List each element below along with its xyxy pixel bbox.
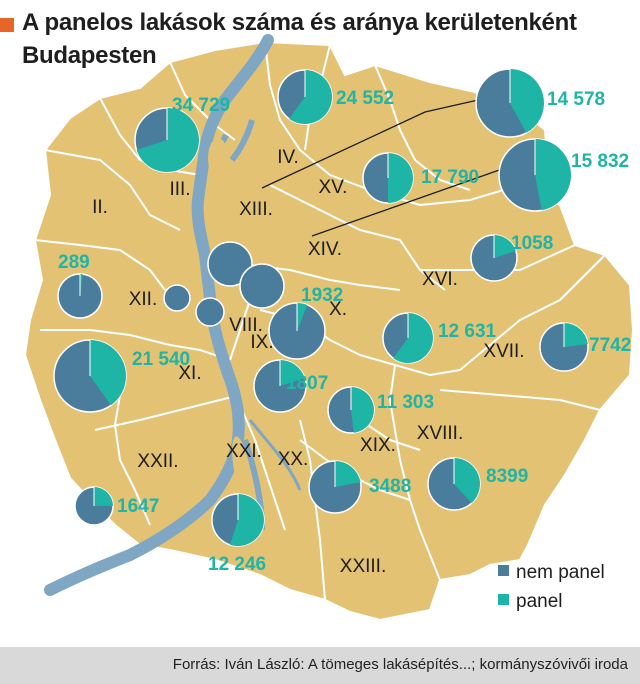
value-label: 21 540 bbox=[132, 349, 190, 370]
pie-slice-panel bbox=[80, 274, 83, 296]
pie-slice-panel bbox=[90, 340, 126, 406]
pie-slice-panel bbox=[136, 108, 200, 172]
pie-slice-nem-panel bbox=[207, 241, 253, 287]
district-label: VIII. bbox=[229, 315, 263, 336]
pie-xvi bbox=[470, 234, 518, 282]
pie-slice-panel bbox=[564, 323, 588, 347]
pie-viii bbox=[268, 302, 326, 360]
value-label: 12 631 bbox=[438, 321, 497, 342]
pie-xx bbox=[308, 460, 362, 514]
district-label: IV. bbox=[277, 147, 299, 168]
pie-i bbox=[163, 284, 191, 312]
value-label: 1932 bbox=[301, 285, 343, 306]
pie-iii bbox=[134, 107, 200, 173]
pie-vi bbox=[207, 241, 253, 287]
value-labels: 14 578 15 832 34 729 24 552 17 790 1058 289 193… bbox=[58, 88, 631, 575]
pie-slice-panel bbox=[535, 139, 571, 211]
value-label: 1058 bbox=[511, 233, 553, 254]
value-label: 34 729 bbox=[172, 95, 230, 116]
value-label: 11 303 bbox=[377, 392, 434, 413]
district-label: XII. bbox=[129, 289, 158, 310]
page-title: A panelos lakások száma és aránya kerüle… bbox=[22, 9, 577, 69]
accent-square bbox=[0, 18, 14, 32]
district-label: XXII. bbox=[137, 451, 178, 472]
pie-iv bbox=[277, 69, 333, 125]
pie-slice-panel bbox=[289, 70, 332, 124]
district-label: III. bbox=[169, 179, 190, 200]
pie-slice-panel bbox=[297, 303, 308, 331]
value-label: 1807 bbox=[286, 373, 328, 394]
value-label: 14 578 bbox=[547, 89, 605, 110]
pie-slice-panel bbox=[388, 153, 413, 203]
pie-xxii bbox=[74, 486, 114, 526]
pie-xiv bbox=[498, 138, 572, 212]
value-label: 24 552 bbox=[336, 88, 394, 109]
district-label: XX. bbox=[278, 449, 309, 470]
source-footer: Forrás: Iván László: A tömeges lakásépít… bbox=[0, 647, 640, 684]
district-label: XXI. bbox=[226, 441, 262, 462]
pie-xix bbox=[327, 386, 375, 434]
district-label: XIV. bbox=[308, 239, 342, 260]
district-label: IX. bbox=[250, 332, 273, 353]
district-label: XIX. bbox=[360, 435, 396, 456]
legend-label-panel: panel bbox=[516, 591, 563, 612]
value-label: 17 790 bbox=[421, 167, 479, 188]
pie-xvii bbox=[539, 322, 589, 372]
pie-xiii bbox=[475, 68, 545, 138]
pie-slice-nem-panel bbox=[163, 284, 191, 312]
value-label: 8399 bbox=[486, 466, 528, 487]
pie-slice-panel bbox=[393, 313, 433, 363]
pie-vii bbox=[239, 263, 285, 309]
district-label: XVII. bbox=[483, 341, 524, 362]
value-label: 7742 bbox=[589, 335, 631, 356]
district-label: XVIII. bbox=[417, 423, 463, 444]
pie-xi bbox=[53, 339, 127, 413]
pie-xv bbox=[362, 152, 414, 204]
leader-lines bbox=[261, 99, 506, 237]
pie-ix bbox=[253, 359, 307, 413]
pie-xxi bbox=[211, 493, 265, 547]
district-label: II. bbox=[92, 197, 108, 218]
pie-slice-panel bbox=[454, 458, 481, 503]
pie-v bbox=[195, 297, 225, 327]
pie-x bbox=[382, 312, 434, 364]
legend-swatch-panel bbox=[498, 594, 509, 605]
value-label: 289 bbox=[58, 252, 90, 273]
district-label: XI. bbox=[178, 363, 201, 384]
pie-xviii bbox=[427, 457, 481, 511]
legend-swatch-nem-panel bbox=[498, 565, 509, 576]
district-label: XVI. bbox=[422, 269, 458, 290]
district-label: XV. bbox=[319, 177, 348, 198]
pie-slice-nem-panel bbox=[239, 263, 285, 309]
pie-slice-panel bbox=[335, 461, 361, 487]
pie-slice-panel bbox=[510, 69, 544, 133]
pie-charts bbox=[53, 68, 589, 547]
value-label: 3488 bbox=[369, 476, 411, 497]
pie-ii bbox=[57, 273, 103, 319]
source-text: Forrás: Iván László: A tömeges lakásépít… bbox=[172, 656, 628, 673]
district-label: X. bbox=[329, 299, 347, 320]
value-label: 12 246 bbox=[208, 554, 266, 575]
pie-slice-nem-panel bbox=[195, 297, 225, 327]
value-label: 1647 bbox=[117, 496, 159, 517]
value-label: 15 832 bbox=[571, 151, 629, 172]
pie-slice-panel bbox=[351, 387, 374, 433]
legend: nem panel panel bbox=[498, 562, 605, 612]
pie-slice-panel bbox=[94, 487, 113, 506]
legend-label-nem-panel: nem panel bbox=[516, 562, 605, 583]
district-label: XIII. bbox=[239, 199, 273, 220]
district-label: XXIII. bbox=[340, 556, 386, 577]
pie-slice-panel bbox=[280, 360, 305, 386]
pie-slice-panel bbox=[494, 235, 516, 258]
